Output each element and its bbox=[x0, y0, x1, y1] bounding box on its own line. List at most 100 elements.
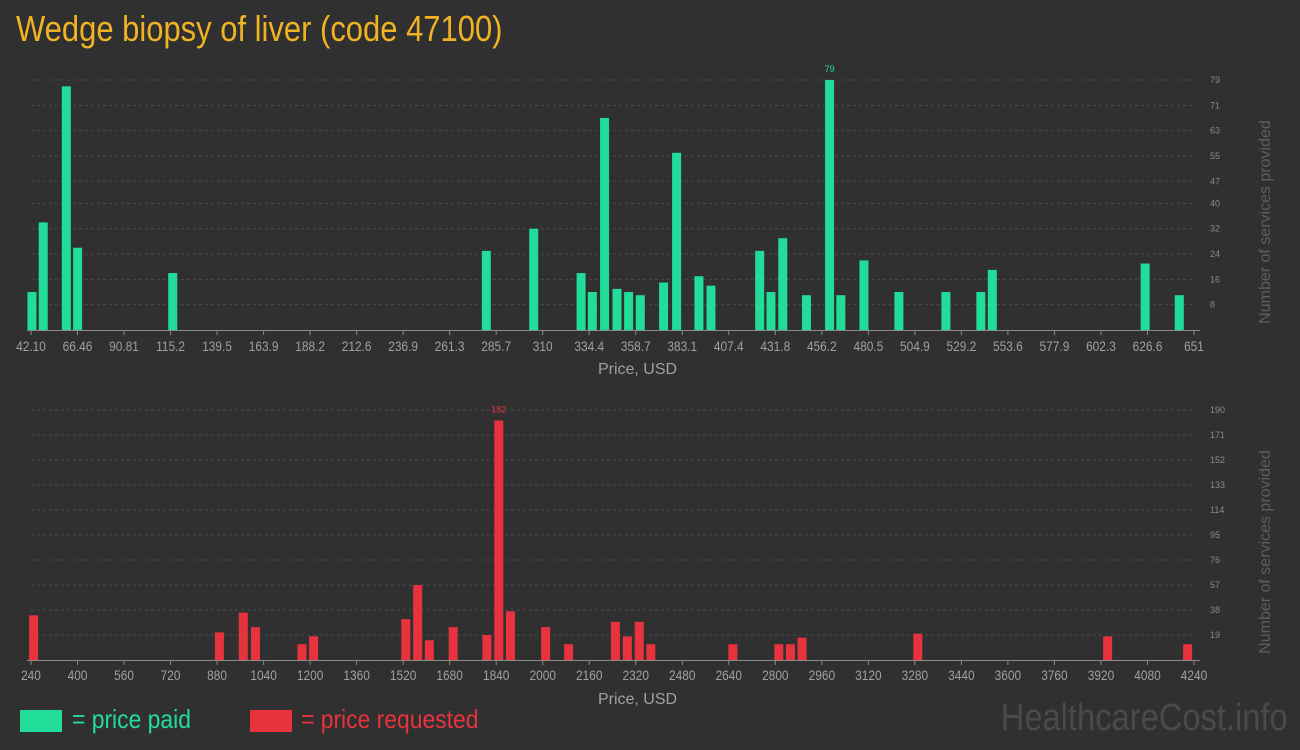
bar bbox=[168, 273, 178, 330]
x-axis-label: Price, USD bbox=[598, 691, 677, 708]
x-tick-label: 2960 bbox=[809, 667, 835, 683]
bar bbox=[610, 621, 620, 660]
x-tick-label: 407.4 bbox=[714, 338, 744, 354]
x-tick-label: 577.9 bbox=[1040, 338, 1070, 354]
bar bbox=[987, 269, 997, 330]
y-axis-label: Number of services provided bbox=[1257, 450, 1274, 654]
x-tick-label: 456.2 bbox=[807, 338, 837, 354]
bar bbox=[785, 644, 795, 660]
bar bbox=[424, 640, 434, 660]
bar bbox=[825, 80, 835, 330]
bar bbox=[913, 633, 923, 660]
bar bbox=[29, 615, 39, 660]
y-tick-label: 79 bbox=[1210, 75, 1220, 85]
x-tick-label: 2480 bbox=[669, 667, 695, 683]
x-tick-label: 383.1 bbox=[667, 338, 697, 354]
x-tick-label: 3280 bbox=[902, 667, 928, 683]
x-tick-label: 2160 bbox=[576, 667, 602, 683]
bar bbox=[778, 238, 788, 330]
bar bbox=[505, 611, 515, 660]
max-value-label: 182 bbox=[491, 405, 506, 415]
bar bbox=[941, 292, 951, 330]
x-tick-label: 90.81 bbox=[109, 338, 139, 354]
x-tick-label: 480.5 bbox=[853, 338, 883, 354]
bar bbox=[976, 292, 986, 330]
bar bbox=[728, 644, 738, 660]
bar bbox=[1174, 295, 1184, 330]
x-tick-label: 529.2 bbox=[947, 338, 977, 354]
x-tick-label: 2000 bbox=[529, 667, 555, 683]
y-tick-label: 63 bbox=[1210, 126, 1220, 136]
legend-label-paid: = price paid bbox=[72, 704, 191, 734]
legend-label-requested: = price requested bbox=[301, 704, 479, 734]
bar bbox=[624, 292, 634, 330]
x-tick-label: 4240 bbox=[1181, 667, 1207, 683]
bar bbox=[801, 295, 811, 330]
x-tick-label: 2800 bbox=[762, 667, 788, 683]
x-tick-label: 880 bbox=[207, 667, 227, 683]
x-tick-label: 42.10 bbox=[16, 338, 46, 354]
bar bbox=[38, 222, 48, 330]
x-tick-label: 3120 bbox=[855, 667, 881, 683]
x-tick-label: 2320 bbox=[623, 667, 649, 683]
bar bbox=[635, 295, 645, 330]
x-tick-label: 212.6 bbox=[342, 338, 372, 354]
x-tick-label: 602.3 bbox=[1086, 338, 1116, 354]
x-axis-label: Price, USD bbox=[598, 361, 677, 378]
x-tick-label: 560 bbox=[114, 667, 134, 683]
bar bbox=[600, 117, 610, 330]
x-tick-label: 4080 bbox=[1134, 667, 1160, 683]
y-tick-label: 55 bbox=[1210, 151, 1220, 161]
bar bbox=[401, 619, 411, 660]
x-tick-label: 1680 bbox=[436, 667, 462, 683]
bar bbox=[755, 250, 765, 330]
x-tick-label: 3920 bbox=[1088, 667, 1114, 683]
y-tick-label: 114 bbox=[1210, 505, 1224, 515]
bar bbox=[1183, 644, 1193, 660]
bar bbox=[297, 644, 307, 660]
y-tick-label: 57 bbox=[1210, 580, 1220, 590]
bar bbox=[612, 288, 622, 330]
x-tick-label: 504.9 bbox=[900, 338, 930, 354]
bar bbox=[774, 644, 784, 660]
y-tick-label: 38 bbox=[1210, 605, 1220, 615]
bar bbox=[27, 292, 37, 330]
x-tick-label: 3760 bbox=[1041, 667, 1067, 683]
bar bbox=[894, 292, 904, 330]
bar bbox=[706, 285, 716, 330]
x-tick-label: 1840 bbox=[483, 667, 509, 683]
x-tick-label: 720 bbox=[161, 667, 181, 683]
bar bbox=[622, 636, 632, 660]
x-tick-label: 1360 bbox=[343, 667, 369, 683]
x-tick-label: 334.4 bbox=[574, 338, 604, 354]
x-tick-label: 431.8 bbox=[760, 338, 790, 354]
y-tick-label: 95 bbox=[1210, 530, 1220, 540]
max-value-label: 79 bbox=[825, 64, 835, 74]
bar bbox=[836, 295, 846, 330]
bar bbox=[564, 644, 574, 660]
x-tick-label: 261.3 bbox=[435, 338, 465, 354]
bar bbox=[859, 260, 869, 330]
watermark-logo: HealthcareCost.info bbox=[1000, 697, 1288, 739]
bar bbox=[482, 635, 492, 660]
x-tick-label: 553.6 bbox=[993, 338, 1023, 354]
x-tick-label: 1200 bbox=[297, 667, 323, 683]
x-tick-label: 3600 bbox=[995, 667, 1021, 683]
x-tick-label: 358.7 bbox=[621, 338, 651, 354]
bar bbox=[73, 247, 83, 330]
y-tick-label: 32 bbox=[1210, 224, 1220, 234]
x-tick-label: 163.9 bbox=[249, 338, 279, 354]
y-tick-label: 47 bbox=[1210, 176, 1220, 186]
x-tick-label: 1520 bbox=[390, 667, 416, 683]
x-tick-label: 139.5 bbox=[202, 338, 232, 354]
x-tick-label: 188.2 bbox=[295, 338, 325, 354]
bar bbox=[1103, 636, 1113, 660]
bar bbox=[61, 86, 71, 330]
y-axis-label: Number of services provided bbox=[1257, 120, 1274, 324]
bar bbox=[587, 292, 597, 330]
bar bbox=[1140, 263, 1150, 330]
bar bbox=[797, 637, 807, 660]
bar bbox=[529, 228, 539, 330]
y-tick-label: 24 bbox=[1210, 249, 1220, 259]
